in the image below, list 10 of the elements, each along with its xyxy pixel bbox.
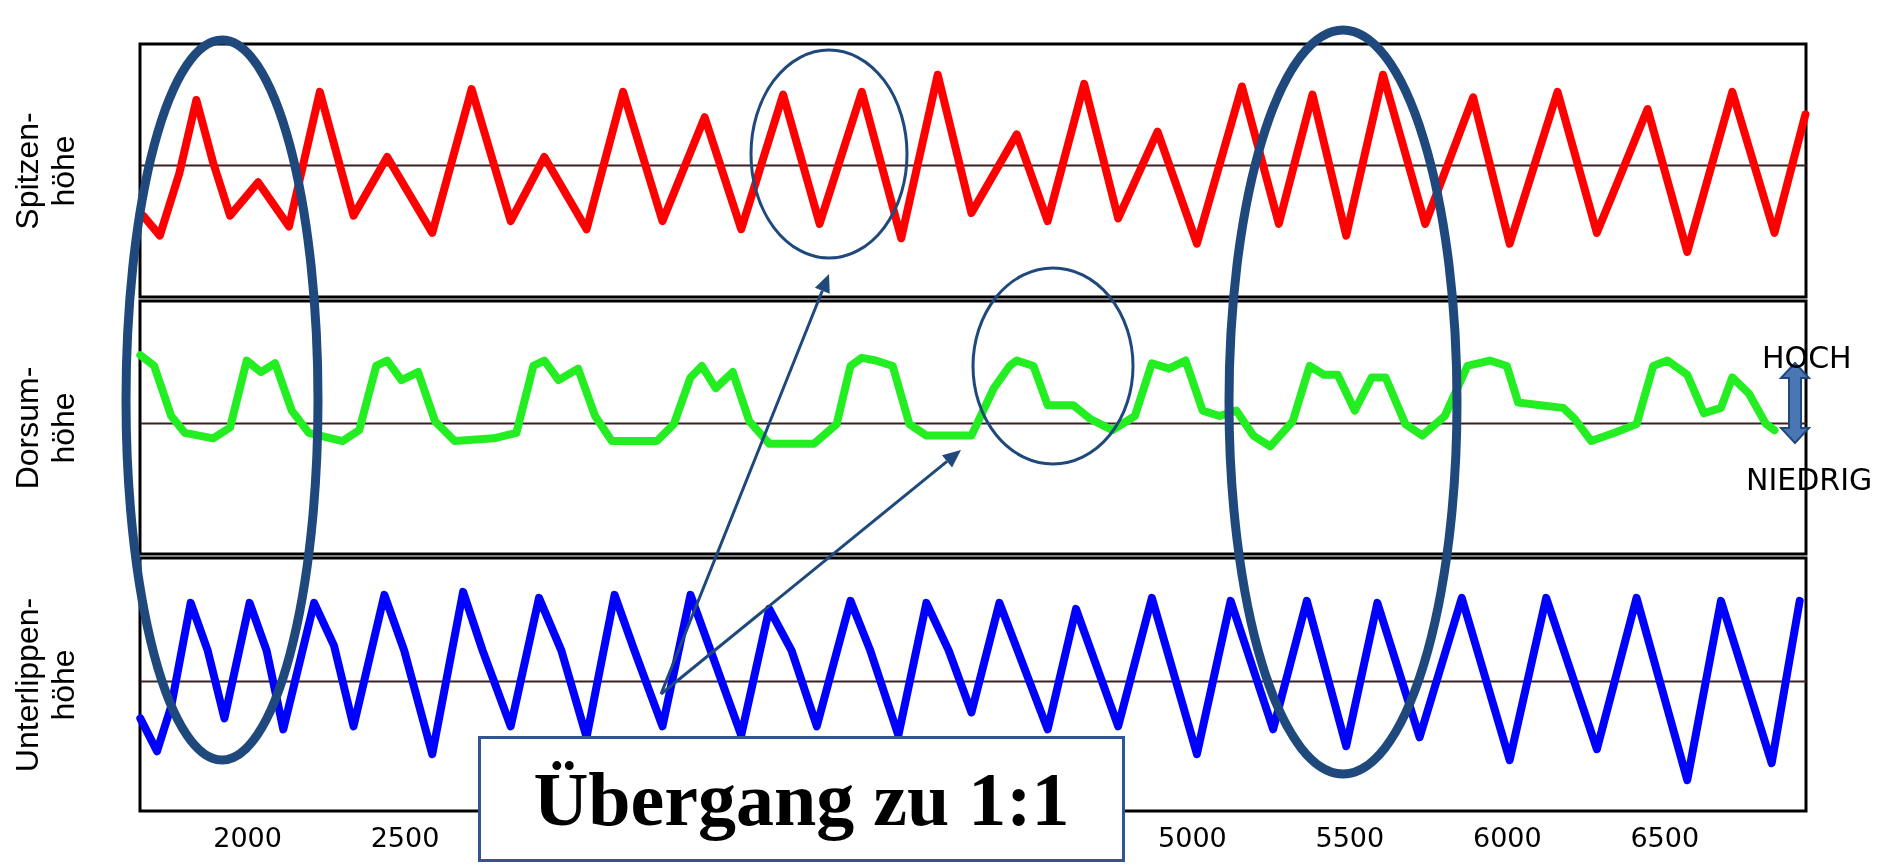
x-tick-label: 6500 bbox=[1630, 821, 1700, 853]
x-tick-label: 5000 bbox=[1158, 821, 1227, 853]
x-tick-label: 2500 bbox=[370, 821, 440, 853]
annotation: Übergang zu 1:1 bbox=[478, 736, 1125, 862]
x-tick-label: 6000 bbox=[1472, 821, 1542, 853]
x-tick-label: 5500 bbox=[1315, 821, 1385, 853]
y-axis-title: Spitzen-höhe bbox=[8, 112, 81, 230]
y-axis-title: Dorsum-höhe bbox=[8, 366, 81, 490]
x-tick-label: 2000 bbox=[213, 821, 282, 853]
y-axis-title: Unterlippen-höhe bbox=[8, 597, 81, 773]
